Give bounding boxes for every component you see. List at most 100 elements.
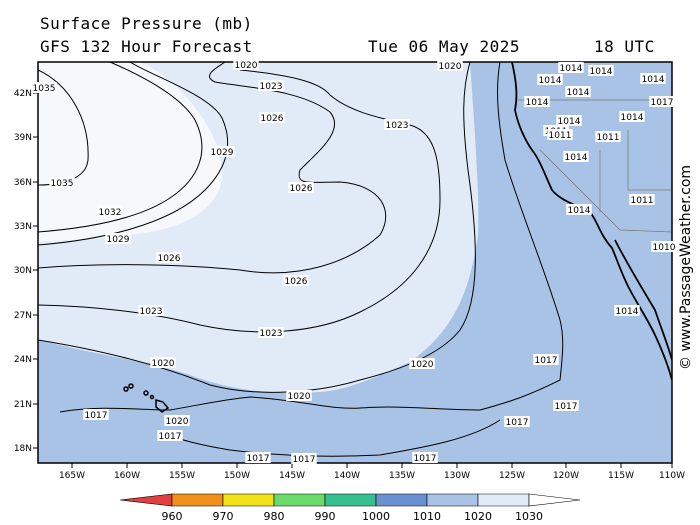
isobar-label-bg (412, 452, 438, 463)
isobar-label-bg (524, 96, 550, 107)
isobar-label: 1017 (247, 454, 270, 464)
longitude-axis: 165W 160W 155W 150W 145W 140W 135W 130W 125W 120W… (59, 463, 685, 481)
isobar-label: 1026 (290, 184, 313, 194)
isobar-label-bg (588, 65, 614, 76)
isobar-label: 1017 (651, 98, 674, 108)
lon-tick-label: 145W (279, 471, 305, 481)
lon-tick-label: 110W (659, 471, 685, 481)
colorbar-tick-label: 1020 (464, 510, 492, 523)
watermark: © www.PassageWeather.com (678, 164, 694, 370)
lon-tick-label: 120W (553, 471, 579, 481)
lat-tick-label: 24N (14, 355, 32, 365)
isobar-label-bg (288, 182, 314, 193)
pressure-band-1030 (38, 62, 223, 242)
lon-tick-label: 135W (389, 471, 415, 481)
isobar-label-bg (409, 358, 435, 369)
isobar-label: 1014 (558, 117, 581, 127)
forecast-label: GFS 132 Hour Forecast (40, 37, 253, 56)
isobar-label: 1020 (439, 62, 462, 72)
isobar-label: 1023 (386, 121, 409, 131)
colorbar-tick-label: 1010 (413, 510, 441, 523)
isobar-label: 1017 (293, 455, 316, 465)
colorbar-segment (273, 493, 326, 507)
colorbar-tick-label: 990 (315, 510, 336, 523)
isobar-label: 1014 (565, 153, 588, 163)
colorbar-tick-label: 970 (213, 510, 234, 523)
lat-tick-label: 30N (14, 266, 32, 276)
isobar-label: 1026 (285, 277, 308, 287)
isobar-label-bg (233, 59, 259, 70)
isobar-label-bg (614, 305, 640, 316)
isobar-label: 1032 (99, 208, 122, 218)
isobar-label-bg (291, 453, 317, 464)
isobar-label-bg (245, 452, 271, 463)
isobar-label: 1035 (51, 179, 74, 189)
colorbar-tick-label: 960 (162, 510, 183, 523)
isobar-label: 1023 (140, 307, 163, 317)
lat-tick-label: 36N (14, 178, 32, 188)
isobar-label: 1035 (33, 84, 56, 94)
isobar-label-bg (283, 275, 309, 286)
isobar-label: 1011 (549, 131, 572, 141)
lat-tick-label: 33N (14, 222, 32, 232)
isobar-label-bg (558, 62, 584, 73)
colorbar-segment (528, 493, 581, 507)
lon-tick-label: 115W (608, 471, 634, 481)
isobar-labels: 1035 1035 1032 1029 1029 1026 1026 1026 1026 1023… (31, 59, 677, 465)
lat-tick-label: 42N (14, 89, 32, 99)
isobar-label-bg (156, 252, 182, 263)
pressure-colorbar: 960 970 980 990 1000 1010 1020 1030 (119, 493, 581, 523)
isobar-label-bg (209, 146, 235, 157)
isobar-label-bg (138, 305, 164, 316)
isobar-label: 1017 (555, 402, 578, 412)
isobar-label: 1011 (597, 133, 620, 143)
isobar-label: 1017 (85, 411, 108, 421)
isobar-label: 1023 (260, 82, 283, 92)
isobar-label: 1014 (567, 88, 590, 98)
isobar-label: 1020 (235, 61, 258, 71)
colorbar-segment (426, 493, 479, 507)
lon-tick-label: 140W (334, 471, 360, 481)
isobar-label: 1020 (166, 417, 189, 427)
isobar-label-bg (164, 415, 190, 426)
isobar-label: 1020 (411, 360, 434, 370)
map-frame (37, 61, 673, 464)
isobar-label-bg (83, 409, 109, 420)
isobar-label: 1014 (642, 75, 665, 85)
lon-tick-label: 165W (59, 471, 85, 481)
isobar-label-bg (31, 82, 57, 93)
isobar-label-bg (619, 111, 645, 122)
isobar-label-bg (563, 151, 589, 162)
isobar-label-bg (49, 177, 75, 188)
isobar-label: 1014 (568, 206, 591, 216)
lon-tick-label: 150W (224, 471, 250, 481)
isobar-label: 1014 (616, 307, 639, 317)
lon-tick-label: 130W (444, 471, 470, 481)
isobar-label-bg (547, 129, 573, 140)
isobar-label: 1014 (621, 113, 644, 123)
hawaii-islands (123, 383, 170, 413)
isobar-label: 1020 (152, 359, 175, 369)
isobar-label: 1014 (539, 76, 562, 86)
lon-tick-label: 160W (114, 471, 140, 481)
colorbar-tick-label: 980 (264, 510, 285, 523)
isobar-label: 1026 (158, 254, 181, 264)
lon-tick-label: 125W (499, 471, 525, 481)
isobar-label-bg (651, 241, 677, 252)
isobar-label: 1011 (631, 196, 654, 206)
colorbar-segment (222, 493, 275, 507)
isobar-label-bg (649, 96, 675, 107)
isobar-label: 1029 (211, 148, 234, 158)
isobar-label: 1017 (159, 432, 182, 442)
forecast-time: 18 UTC (594, 37, 655, 56)
colorbar-segment (375, 493, 428, 507)
isobar-label-bg (384, 119, 410, 130)
isobar-label-bg (566, 204, 592, 215)
isobar-label-bg (259, 112, 285, 123)
isobar-label: 1014 (560, 64, 583, 74)
lat-tick-label: 39N (14, 133, 32, 143)
colorbar-tick-label: 1030 (515, 510, 543, 523)
lat-tick-label: 27N (14, 311, 32, 321)
isobar-label-bg (157, 430, 183, 441)
isobar-label-bg (97, 206, 123, 217)
